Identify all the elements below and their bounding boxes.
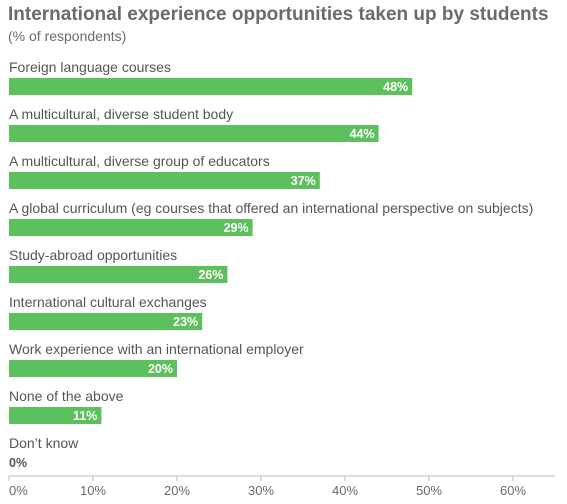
x-tick-label: 50%	[416, 483, 442, 498]
category-label: A multicultural, diverse group of educat…	[9, 153, 270, 169]
bars-layer: Foreign language courses 48% A multicultur…	[9, 59, 533, 470]
bar-row: A global curriculum (eg courses that off…	[9, 200, 533, 236]
x-tick-label: 10%	[80, 483, 106, 498]
bar	[9, 266, 228, 283]
bar-row: Foreign language courses 48%	[9, 59, 413, 95]
chart-title: International experience opportunities t…	[8, 4, 549, 25]
data-label: 26%	[198, 268, 223, 282]
category-label: Study-abroad opportunities	[9, 247, 177, 263]
bar-row: Don’t know 0%	[9, 435, 79, 470]
data-label: 11%	[73, 409, 97, 423]
category-label: A global curriculum (eg courses that off…	[9, 200, 533, 216]
bar	[9, 78, 413, 95]
bar	[9, 360, 177, 377]
x-tick-label: 0%	[9, 483, 28, 498]
data-label: 0%	[9, 456, 27, 470]
bar	[9, 125, 379, 142]
category-label: None of the above	[9, 388, 124, 404]
data-label: 29%	[224, 221, 249, 235]
x-tick-label: 60%	[500, 483, 526, 498]
category-label: Work experience with an international em…	[9, 341, 304, 357]
data-label: 48%	[383, 80, 408, 94]
data-label: 20%	[148, 362, 173, 376]
bar-row: None of the above 11%	[9, 388, 124, 424]
bar-row: A multicultural, diverse group of educat…	[9, 153, 320, 189]
bar-row: A multicultural, diverse student body 44%	[9, 106, 379, 142]
bar	[9, 219, 253, 236]
bar	[9, 407, 102, 424]
bar	[9, 313, 203, 330]
chart-subtitle: (% of respondents)	[8, 28, 126, 44]
x-tick-label: 40%	[332, 483, 358, 498]
category-label: International cultural exchanges	[9, 294, 207, 310]
data-label: 23%	[173, 315, 198, 329]
data-label: 37%	[291, 174, 316, 188]
bar-row: Work experience with an international em…	[9, 341, 304, 377]
bar-row: Study-abroad opportunities 26%	[9, 247, 228, 283]
x-axis: 0% 10% 20% 30% 40% 50% 60%	[8, 475, 555, 498]
category-label: A multicultural, diverse student body	[9, 106, 233, 122]
category-label: Foreign language courses	[9, 59, 171, 75]
category-label: Don’t know	[9, 435, 79, 451]
x-tick-label: 30%	[248, 483, 274, 498]
x-tick-label: 20%	[164, 483, 190, 498]
data-label: 44%	[350, 127, 375, 141]
bar-row: International cultural exchanges 23%	[9, 294, 207, 330]
bar	[9, 172, 320, 189]
